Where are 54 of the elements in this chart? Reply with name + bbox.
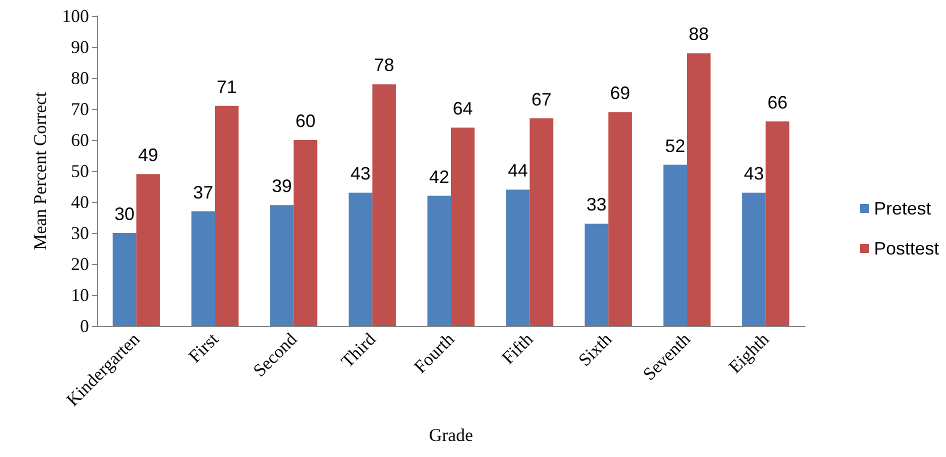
y-tick-label: 80 bbox=[71, 68, 89, 88]
bar bbox=[687, 53, 711, 326]
bar bbox=[215, 106, 239, 326]
bar bbox=[270, 205, 294, 326]
data-label: 37 bbox=[193, 182, 214, 202]
data-label: 43 bbox=[744, 164, 764, 184]
data-label: 33 bbox=[586, 194, 607, 215]
bar bbox=[372, 84, 396, 326]
data-label: 30 bbox=[114, 204, 135, 224]
y-tick-label: 70 bbox=[71, 99, 89, 119]
bar bbox=[451, 128, 475, 326]
y-tick-label: 90 bbox=[71, 37, 89, 57]
y-tick-label: 40 bbox=[71, 192, 89, 212]
bar bbox=[294, 140, 318, 326]
data-label: 49 bbox=[138, 145, 158, 166]
bar bbox=[191, 211, 215, 326]
data-label: 43 bbox=[350, 164, 371, 184]
y-tick-label: 10 bbox=[71, 285, 89, 305]
bar bbox=[112, 233, 136, 326]
bar bbox=[663, 164, 687, 326]
y-tick-label: 100 bbox=[62, 6, 89, 26]
x-tick-label: First bbox=[184, 328, 222, 366]
legend-label: Pretest bbox=[874, 198, 931, 218]
bar bbox=[530, 118, 554, 326]
x-tick-label: Fifth bbox=[498, 328, 537, 368]
data-label: 67 bbox=[531, 89, 552, 110]
y-tick-label: 50 bbox=[71, 161, 89, 181]
data-label: 64 bbox=[452, 98, 473, 119]
data-label: 88 bbox=[688, 24, 709, 44]
bar bbox=[608, 112, 632, 326]
data-label: 39 bbox=[272, 176, 292, 196]
bar bbox=[506, 190, 530, 326]
bar bbox=[427, 196, 451, 326]
bar bbox=[766, 121, 790, 326]
data-label: 66 bbox=[767, 92, 788, 112]
bar bbox=[348, 192, 372, 326]
data-label: 52 bbox=[665, 136, 686, 156]
data-label: 42 bbox=[429, 166, 450, 187]
y-tick-label: 20 bbox=[71, 254, 89, 274]
y-tick-label: 60 bbox=[71, 130, 89, 150]
x-tick-label: Sixth bbox=[574, 328, 616, 370]
x-axis-title: Grade bbox=[429, 425, 473, 445]
data-label: 60 bbox=[295, 111, 316, 131]
bar bbox=[136, 174, 160, 326]
legend-label: Posttest bbox=[874, 238, 939, 258]
bar bbox=[742, 192, 766, 326]
bar bbox=[584, 224, 608, 326]
data-label: 69 bbox=[610, 83, 630, 104]
data-label: 78 bbox=[374, 55, 394, 76]
data-label: 44 bbox=[508, 160, 528, 181]
y-axis-title: Mean Percent Correct bbox=[30, 92, 50, 250]
data-label: 71 bbox=[216, 76, 237, 97]
y-tick-label: 30 bbox=[71, 223, 89, 243]
y-tick-label: 0 bbox=[80, 316, 89, 336]
